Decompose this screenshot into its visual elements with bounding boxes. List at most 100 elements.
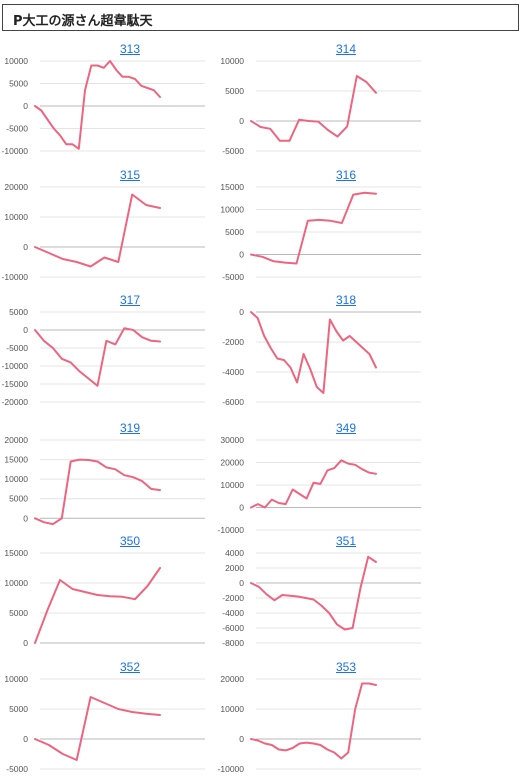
chart-title-link[interactable]: 318 — [335, 293, 357, 307]
chart-title-link[interactable]: 316 — [335, 168, 357, 182]
series-line — [250, 191, 377, 265]
series-line — [34, 327, 161, 387]
chart-315: 315 20000 10000 0 -10000 — [0, 168, 260, 283]
y-tick-label: 15000 — [4, 548, 28, 558]
y-tick-label: 10000 — [4, 578, 28, 588]
y-tick-label: 4000 — [225, 548, 244, 558]
y-tick-label: -10000 — [2, 361, 29, 371]
chart-318: 318 0 -2000 -4000 -6000 — [216, 293, 476, 408]
chart-title-link[interactable]: 319 — [119, 421, 141, 435]
series-line — [34, 193, 161, 268]
chart-title-link[interactable]: 353 — [335, 660, 357, 674]
y-tick-label: 5000 — [225, 227, 244, 237]
y-tick-label: -10000 — [2, 146, 29, 156]
y-tick-label: 5000 — [9, 704, 28, 714]
chart-351: 351 4000 2000 0 -2000 -4000 -6000 -8000 — [216, 534, 476, 649]
y-tick-label: -4000 — [222, 367, 244, 377]
series-line — [34, 60, 161, 150]
y-tick-label: 30000 — [220, 435, 244, 445]
y-tick-label: 0 — [23, 734, 28, 744]
chart-svg: 30000 20000 10000 0 -10000 — [218, 435, 421, 535]
y-tick-label: 0 — [239, 578, 244, 588]
y-tick-label: 5000 — [9, 307, 28, 317]
chart-svg: 0 -2000 -4000 -6000 — [222, 307, 421, 407]
series-line — [34, 567, 161, 644]
y-tick-label: 0 — [23, 325, 28, 335]
chart-title-link[interactable]: 317 — [119, 293, 141, 307]
chart-353: 353 20000 10000 0 -10000 — [216, 660, 476, 775]
y-tick-label: -20000 — [2, 397, 29, 407]
y-tick-label: 10000 — [220, 205, 244, 215]
y-tick-label: 20000 — [220, 674, 244, 684]
y-tick-label: -5000 — [222, 272, 244, 282]
chart-title-link[interactable]: 351 — [335, 534, 357, 548]
y-tick-label: 0 — [23, 242, 28, 252]
chart-314: 314 10000 5000 0 -5000 — [216, 42, 476, 157]
chart-319: 319 20000 15000 10000 5000 0 — [0, 421, 260, 536]
y-tick-label: 15000 — [220, 182, 244, 192]
y-tick-label: 0 — [239, 116, 244, 126]
series-line — [34, 696, 161, 761]
y-tick-label: 10000 — [4, 674, 28, 684]
y-tick-label: -5000 — [6, 764, 28, 774]
y-tick-label: 10000 — [4, 474, 28, 484]
series-line — [250, 311, 377, 394]
chart-title-link[interactable]: 314 — [335, 42, 357, 56]
y-tick-label: -10000 — [2, 272, 29, 282]
chart-svg: 10000 5000 0 -5000 — [4, 674, 205, 774]
chart-svg: 4000 2000 0 -2000 -4000 -6000 -8000 — [222, 548, 421, 648]
chart-title-link[interactable]: 349 — [335, 421, 357, 435]
chart-svg: 10000 5000 0 -5000 — [220, 56, 421, 156]
series-line — [250, 555, 377, 631]
y-tick-label: -2000 — [222, 593, 244, 603]
series-line — [250, 459, 377, 509]
y-tick-label: 0 — [23, 101, 28, 111]
y-tick-label: 10000 — [220, 56, 244, 66]
y-tick-label: -15000 — [2, 379, 29, 389]
chart-svg: 20000 10000 0 -10000 — [2, 182, 205, 282]
series-line — [250, 75, 377, 142]
chart-svg: 20000 15000 10000 5000 0 — [4, 435, 205, 526]
y-tick-label: -10000 — [218, 764, 245, 774]
chart-svg: 20000 10000 0 -10000 — [218, 674, 421, 774]
y-tick-label: 0 — [23, 638, 28, 648]
chart-svg: 15000 10000 5000 0 — [4, 548, 205, 648]
y-tick-label: 10000 — [4, 56, 28, 66]
chart-title-link[interactable]: 315 — [119, 168, 141, 182]
y-tick-label: 10000 — [220, 480, 244, 490]
y-tick-label: -6000 — [222, 623, 244, 633]
y-tick-label: 5000 — [225, 86, 244, 96]
chart-svg: 5000 0 -5000 -10000 -15000 -20000 — [2, 307, 205, 407]
series-line — [250, 682, 377, 760]
y-tick-label: -6000 — [222, 397, 244, 407]
y-tick-label: 5000 — [9, 494, 28, 504]
chart-svg: 15000 10000 5000 0 -5000 — [220, 182, 421, 282]
chart-352: 352 10000 5000 0 -5000 — [0, 660, 260, 775]
y-tick-label: 2000 — [225, 563, 244, 573]
y-tick-label: 0 — [239, 734, 244, 744]
y-tick-label: -8000 — [222, 638, 244, 648]
y-tick-label: -5000 — [6, 124, 28, 134]
series-line — [34, 458, 161, 526]
y-tick-label: 10000 — [220, 704, 244, 714]
chart-350: 350 15000 10000 5000 0 — [0, 534, 260, 649]
y-tick-label: -4000 — [222, 608, 244, 618]
page-header: P大工の源さん超韋駄天 — [2, 4, 519, 31]
chart-title-link[interactable]: 313 — [119, 42, 141, 56]
page-title: P大工の源さん超韋駄天 — [13, 14, 153, 29]
y-tick-label: 5000 — [9, 608, 28, 618]
y-tick-label: -5000 — [6, 343, 28, 353]
chart-349: 349 30000 20000 10000 0 -10000 — [216, 421, 476, 536]
chart-316: 316 15000 10000 5000 0 -5000 — [216, 168, 476, 283]
y-tick-label: 5000 — [9, 79, 28, 89]
y-tick-label: 10000 — [4, 212, 28, 222]
y-tick-label: 20000 — [4, 435, 28, 445]
chart-svg: 10000 5000 0 -5000 -10000 — [2, 56, 205, 156]
chart-title-link[interactable]: 352 — [119, 660, 141, 674]
y-tick-label: -5000 — [222, 146, 244, 156]
chart-317: 317 5000 0 -5000 -10000 -15000 -20000 — [0, 293, 260, 408]
y-tick-label: 15000 — [4, 455, 28, 465]
y-tick-label: 0 — [239, 503, 244, 513]
y-tick-label: 0 — [239, 250, 244, 260]
chart-title-link[interactable]: 350 — [119, 534, 141, 548]
